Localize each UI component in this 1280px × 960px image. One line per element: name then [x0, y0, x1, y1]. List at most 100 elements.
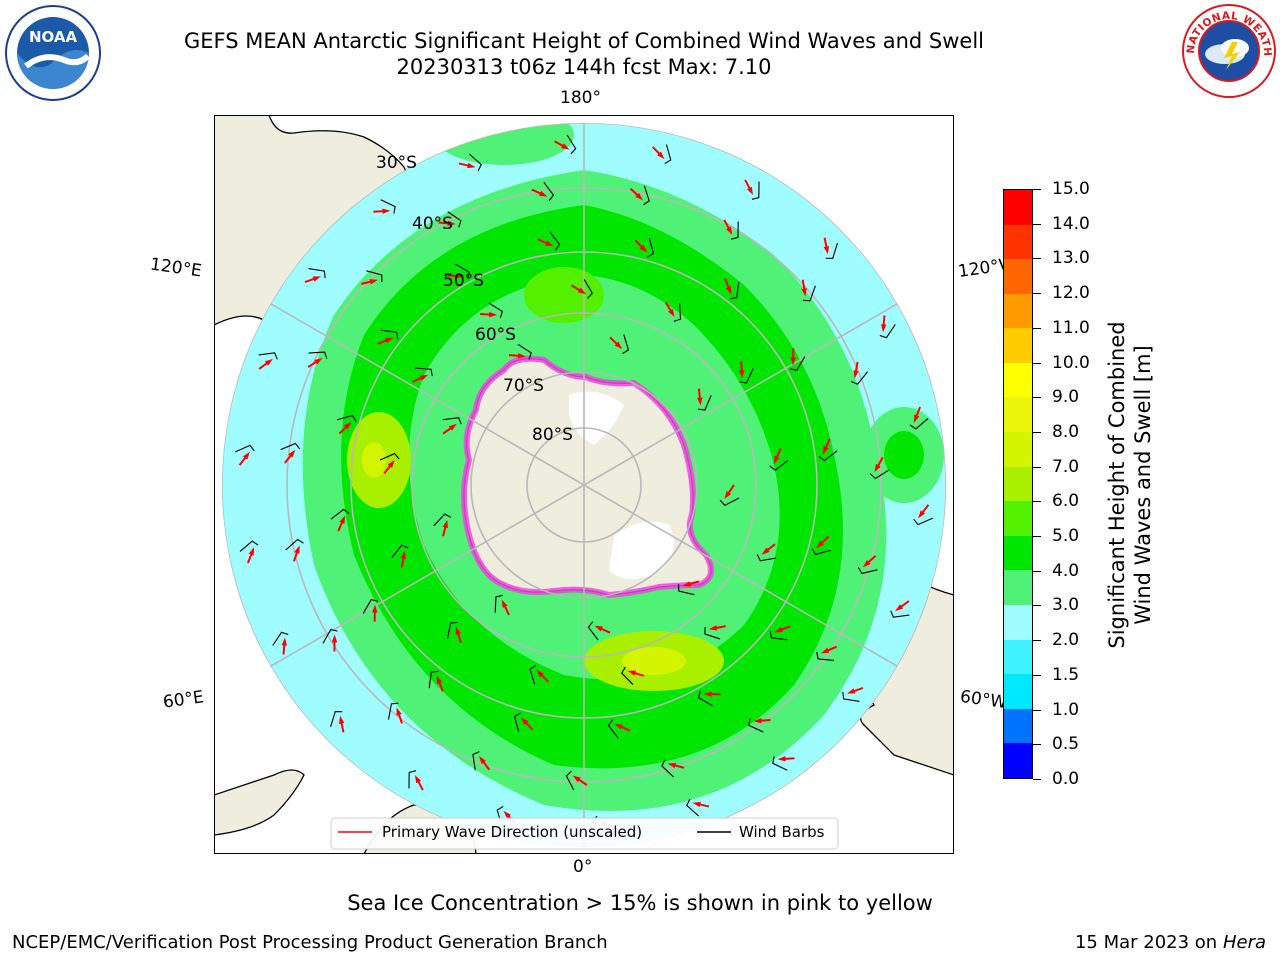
credit-line: NCEP/EMC/Verification Post Processing Pr… [12, 932, 608, 953]
wind-barb [647, 237, 655, 258]
lat-label-50s: 50°S [443, 271, 484, 291]
colorbar-title-line1: Significant Height of Combined [1105, 321, 1129, 649]
lon-label-120e: 120°E [148, 254, 203, 282]
wind-barb [468, 153, 482, 172]
wave-arrowhead [724, 490, 732, 500]
wind-barb [802, 285, 816, 302]
wave-arrowhead [545, 240, 554, 247]
wave-arrowhead [790, 357, 796, 366]
map-subtitle: 20230313 t06z 144h fcst Max: 7.10 [396, 55, 772, 79]
colorbar-tick-label: 3.0 [1052, 595, 1080, 616]
colorbar-tick-label: 7.0 [1052, 456, 1080, 477]
colorbar-tick-label: 15.0 [1052, 179, 1090, 199]
date-text: 15 Mar 2023 on [1074, 932, 1218, 953]
wave-arrowhead [288, 449, 296, 458]
ice-shelf-west [609, 521, 674, 579]
wave-arrowhead [761, 547, 770, 555]
wave-arrowhead [448, 423, 457, 431]
colorbar-segment [1004, 397, 1032, 433]
wind-barb [308, 351, 328, 359]
wave-arrowhead [436, 675, 443, 684]
colorbar-tick-label: 14.0 [1052, 213, 1090, 234]
wind-barb [272, 631, 289, 646]
wave-arrowhead [382, 208, 391, 214]
wave-arrowhead [874, 464, 881, 473]
colorbar-tick-mark [1033, 258, 1041, 260]
colorbar-segment [1004, 674, 1032, 709]
wave-arrowhead [726, 226, 733, 235]
wind-barb [517, 343, 532, 360]
wind-barb [587, 621, 599, 641]
colorbar-tick-label: 12.0 [1052, 283, 1090, 304]
wind-barb [842, 691, 860, 703]
map-legend: Primary Wave Direction (unscaled) Wind B… [330, 817, 839, 850]
wave-arrowhead [520, 717, 529, 725]
legend-wind-label: Wind Barbs [739, 823, 825, 841]
colorbar-segment [1004, 639, 1032, 675]
wind-barb [686, 798, 700, 817]
wind-barb [825, 243, 838, 260]
wave-arrowhead [594, 625, 603, 632]
wind-barb [818, 450, 838, 462]
nws-logo: NATIONAL WEATHER SERVICE [1180, 2, 1276, 98]
wave-arrowhead [264, 358, 273, 366]
lon-label-60w: 60°W [958, 686, 1009, 714]
wave-arrowhead [339, 515, 346, 524]
wave-arrowhead [709, 625, 718, 631]
wave-arrowhead [774, 626, 783, 633]
wave-arrowhead [517, 353, 526, 359]
wind-barb [621, 666, 634, 685]
colorbar-tick-mark [1033, 293, 1041, 295]
wind-barb [235, 444, 255, 453]
wave-arrowhead [627, 670, 637, 676]
wind-barb [379, 452, 400, 461]
wind-barb [366, 270, 383, 282]
wave-arrowhead [668, 308, 675, 317]
wave-arrowhead [396, 707, 402, 716]
wave-arrowhead [862, 559, 871, 568]
colorbar-tick-label: 11.0 [1052, 317, 1090, 338]
colorbar-segment [1004, 328, 1032, 363]
wave-arrowhead [414, 775, 422, 784]
wave-arrowhead [697, 397, 703, 406]
wave-arrowhead [753, 717, 762, 724]
colorbar-segment [1004, 432, 1032, 467]
wind-barb [643, 185, 650, 206]
wind-barb [433, 513, 452, 527]
wave-arrowhead [801, 288, 807, 297]
wave-arrowhead [338, 715, 345, 724]
wave-arrowhead [242, 451, 250, 460]
wave-arrowhead [657, 151, 665, 160]
wind-barb [731, 221, 739, 240]
wave-arrowhead [639, 245, 648, 253]
wave-arrowhead [895, 604, 904, 612]
wave-arrowhead [314, 357, 323, 365]
wind-barb [258, 352, 278, 360]
wave-arrowhead [400, 550, 407, 560]
wave-arrowhead [846, 688, 856, 694]
wind-barb [583, 279, 594, 299]
sea-ice-note: Sea Ice Concentration > 15% is shown in … [347, 891, 933, 915]
colorbar-tick-label: 2.0 [1052, 630, 1080, 651]
wind-barb [391, 544, 409, 559]
colorbar-tick-label: 8.0 [1052, 421, 1080, 442]
graticule [222, 123, 946, 847]
colorbar-segment [1004, 224, 1032, 260]
wind-barb [442, 417, 462, 425]
wind-barb [472, 751, 480, 771]
wave-arrowhead [281, 637, 287, 646]
colorbar-tick-mark [1033, 570, 1041, 572]
wave-arrowhead [387, 459, 395, 468]
wave-arrowhead [501, 599, 508, 608]
colorbar-title-line2: Wind Waves and Swell [m] [1131, 345, 1155, 625]
colorbar-tick-mark [1033, 640, 1041, 642]
wave-arrowhead [455, 626, 461, 635]
wave-arrowhead [614, 341, 623, 350]
colorbar-segment [1004, 259, 1032, 294]
wind-barb [380, 329, 399, 340]
wave-arrowhead [823, 246, 830, 255]
colorbar-tick-label: 4.0 [1052, 560, 1080, 581]
colorbar-tick-label: 1.5 [1052, 664, 1080, 685]
wave-arrowhead [385, 337, 394, 344]
wave-arrowhead [725, 286, 732, 295]
